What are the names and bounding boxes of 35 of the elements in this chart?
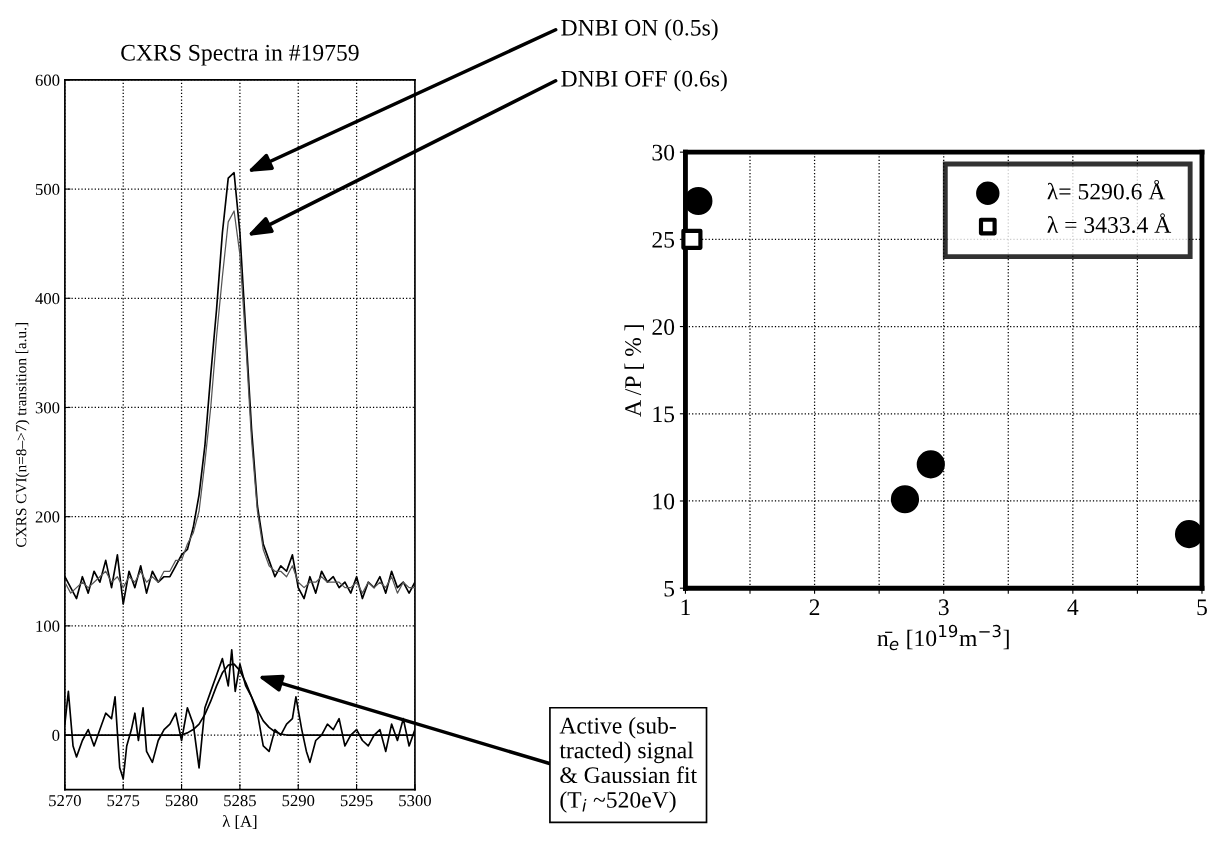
x-tick-label: 5300 (399, 794, 431, 807)
y-tick-label: 20 (652, 319, 675, 335)
y-axis-title: CXRS CVI(n=8–>7) transition [a.u.] (15, 323, 30, 547)
y-tick-label: 5 (664, 580, 675, 597)
text: DNBI ON (0.5s) (561, 19, 718, 41)
y-tick-label: 200 (35, 511, 60, 523)
x-tick-label: 2 (809, 599, 820, 615)
x-tick-label: 5270 (49, 794, 81, 807)
x-tick-label: 5 (1197, 599, 1207, 616)
legend-label: λ = 3433.4 Å (1047, 213, 1172, 234)
y-tick-label: 10 (653, 493, 675, 510)
y-tick-label: 0 (52, 729, 60, 741)
x-tick-label: 5280 (165, 794, 198, 807)
y-tick-label: 300 (35, 402, 60, 414)
x-tick-label: 3 (938, 599, 949, 616)
x-tick-label: 4 (1067, 599, 1079, 615)
y-axis-title: A /P [ % ] (624, 325, 644, 417)
x-tick-label: 5285 (224, 794, 256, 807)
y-tick-label: 600 (35, 74, 60, 86)
y-tick-label: 400 (35, 292, 60, 305)
y-tick-label: 30 (652, 144, 675, 161)
x-tick-label: 5275 (107, 795, 140, 807)
chart-title: CXRS Spectra in #19759 (121, 44, 359, 66)
x-axis-title: λ [A] (222, 815, 257, 829)
y-tick-label: 15 (653, 406, 675, 423)
x-tick-label: 5295 (340, 795, 373, 807)
x-axis-title: n̄$_{e}$ [10$^{19}$m$^{−3}$] (877, 624, 1009, 651)
y-tick-label: 500 (35, 183, 60, 196)
x-tick-label: 5290 (282, 794, 315, 807)
legend-label: λ= 5290.6 Å (1047, 179, 1166, 200)
x-tick-label: 1 (681, 599, 690, 615)
y-tick-label: 100 (36, 620, 60, 632)
text: DNBI OFF (0.6s) (561, 70, 727, 92)
y-tick-label: 25 (652, 231, 675, 248)
text: Active (sub- tracted) signal & Gaussian fit (T$_{i}$ ~520eV) (559, 717, 697, 813)
